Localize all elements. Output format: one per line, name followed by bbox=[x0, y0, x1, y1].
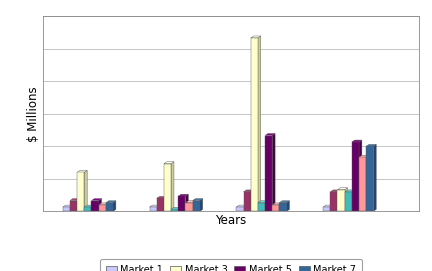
Bar bbox=[84, 207, 92, 211]
Bar bbox=[193, 201, 200, 211]
Polygon shape bbox=[84, 205, 94, 207]
Polygon shape bbox=[323, 205, 333, 207]
Bar bbox=[164, 164, 171, 211]
Polygon shape bbox=[98, 203, 109, 205]
Bar bbox=[345, 192, 352, 211]
Bar bbox=[236, 207, 244, 211]
Polygon shape bbox=[178, 207, 181, 211]
Polygon shape bbox=[359, 155, 369, 157]
Polygon shape bbox=[337, 188, 347, 190]
Bar bbox=[272, 205, 280, 211]
Polygon shape bbox=[352, 190, 355, 211]
Polygon shape bbox=[113, 201, 116, 211]
Polygon shape bbox=[178, 194, 188, 196]
Bar bbox=[77, 172, 84, 211]
Bar bbox=[157, 198, 164, 211]
Polygon shape bbox=[185, 194, 188, 211]
X-axis label: Years: Years bbox=[216, 214, 247, 227]
Polygon shape bbox=[373, 144, 376, 211]
Polygon shape bbox=[171, 162, 174, 211]
Polygon shape bbox=[280, 201, 289, 203]
Polygon shape bbox=[330, 205, 333, 211]
Bar bbox=[258, 203, 265, 211]
Polygon shape bbox=[272, 203, 282, 205]
Polygon shape bbox=[77, 199, 80, 211]
Polygon shape bbox=[286, 201, 289, 211]
Bar bbox=[366, 146, 373, 211]
Polygon shape bbox=[185, 201, 196, 203]
Bar bbox=[185, 203, 193, 211]
Bar bbox=[251, 38, 258, 211]
Bar bbox=[92, 201, 98, 211]
Polygon shape bbox=[236, 205, 246, 207]
Bar bbox=[330, 192, 337, 211]
Polygon shape bbox=[345, 190, 355, 192]
Polygon shape bbox=[366, 155, 369, 211]
Polygon shape bbox=[280, 203, 282, 211]
Polygon shape bbox=[70, 199, 80, 201]
Polygon shape bbox=[193, 201, 196, 211]
Bar bbox=[352, 142, 359, 211]
Polygon shape bbox=[244, 190, 254, 192]
Y-axis label: $ Millions: $ Millions bbox=[27, 86, 41, 142]
Polygon shape bbox=[258, 201, 268, 203]
Bar bbox=[149, 207, 157, 211]
Polygon shape bbox=[77, 170, 87, 172]
Polygon shape bbox=[337, 190, 340, 211]
Polygon shape bbox=[157, 205, 159, 211]
Polygon shape bbox=[70, 205, 73, 211]
Polygon shape bbox=[164, 196, 167, 211]
Polygon shape bbox=[157, 196, 167, 198]
Polygon shape bbox=[359, 140, 362, 211]
Bar bbox=[70, 201, 77, 211]
Polygon shape bbox=[193, 199, 203, 201]
Polygon shape bbox=[330, 190, 340, 192]
Bar bbox=[244, 192, 251, 211]
Polygon shape bbox=[92, 199, 102, 201]
Polygon shape bbox=[366, 144, 376, 146]
Polygon shape bbox=[265, 201, 268, 211]
Polygon shape bbox=[106, 203, 109, 211]
Polygon shape bbox=[171, 207, 181, 209]
Polygon shape bbox=[149, 205, 159, 207]
Legend: Market 1, Market 2, Market 3, Market 4, Market 5, Market 6, Market 7: Market 1, Market 2, Market 3, Market 4, … bbox=[100, 259, 362, 271]
Polygon shape bbox=[265, 134, 275, 136]
Polygon shape bbox=[352, 140, 362, 142]
Bar bbox=[63, 207, 70, 211]
Bar bbox=[323, 207, 330, 211]
Polygon shape bbox=[63, 205, 73, 207]
Bar bbox=[178, 196, 185, 211]
Bar bbox=[106, 203, 113, 211]
Bar bbox=[265, 136, 272, 211]
Polygon shape bbox=[200, 199, 203, 211]
Polygon shape bbox=[272, 134, 275, 211]
Bar bbox=[359, 157, 366, 211]
Polygon shape bbox=[98, 199, 102, 211]
Polygon shape bbox=[106, 201, 116, 203]
Polygon shape bbox=[164, 162, 174, 164]
Polygon shape bbox=[258, 36, 261, 211]
Polygon shape bbox=[92, 205, 94, 211]
Bar bbox=[280, 203, 286, 211]
Bar bbox=[171, 209, 178, 211]
Polygon shape bbox=[251, 190, 254, 211]
Polygon shape bbox=[251, 36, 261, 38]
Polygon shape bbox=[244, 205, 246, 211]
Bar bbox=[98, 205, 106, 211]
Bar bbox=[337, 190, 345, 211]
Polygon shape bbox=[84, 170, 87, 211]
Polygon shape bbox=[345, 188, 347, 211]
